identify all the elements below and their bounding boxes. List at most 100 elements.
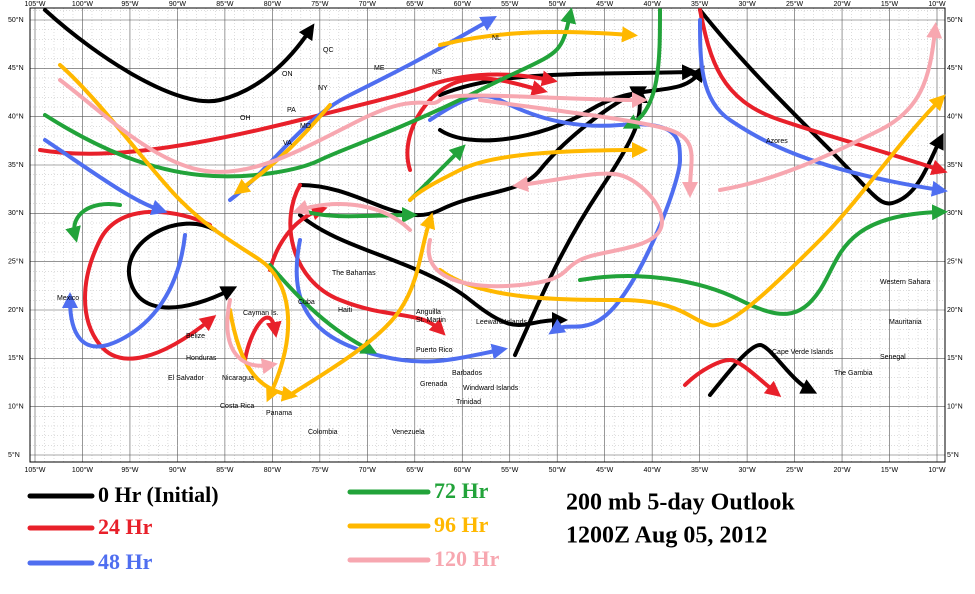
place-label: Costa Rica (220, 403, 254, 410)
lon-label-top: 70°W (359, 0, 377, 8)
lon-label-top: 75°W (311, 0, 329, 8)
lat-label-left: 40°N (8, 113, 24, 121)
lon-label-bottom: 90°W (169, 466, 187, 474)
place-label: Cuba (298, 299, 315, 306)
lat-label-right: 20°N (947, 306, 963, 314)
lon-label-bottom: 25°W (786, 466, 804, 474)
place-label: Leeward Islands (476, 319, 527, 326)
place-label: Honduras (186, 355, 217, 362)
lat-label-right: 25°N (947, 258, 963, 266)
lon-label-top: 20°W (833, 0, 851, 8)
lon-label-top: 35°W (691, 0, 709, 8)
place-label: ON (282, 71, 293, 78)
lon-label-bottom: 50°W (549, 466, 567, 474)
legend-label: 120 Hr (434, 546, 500, 571)
legend-label: 24 Hr (98, 514, 153, 539)
lon-label-bottom: 45°W (596, 466, 614, 474)
lat-label-right: 5°N (947, 451, 959, 459)
lon-label-top: 50°W (549, 0, 567, 8)
place-label: ME (374, 65, 385, 72)
lat-label-right: 50°N (947, 16, 963, 24)
place-label: Barbados (452, 370, 482, 377)
legend: 0 Hr (Initial) 24 Hr 48 Hr 72 Hr 96 Hr 120 Hr (27, 478, 500, 574)
place-label: Cape Verde Islands (772, 349, 834, 356)
lon-label-bottom: 30°W (739, 466, 757, 474)
lon-label-bottom: 15°W (881, 466, 899, 474)
lon-label-bottom: 10°W (928, 466, 946, 474)
legend-label: 0 Hr (Initial) (98, 482, 219, 507)
lat-label-left: 30°N (8, 209, 24, 217)
lon-label-bottom: 85°W (216, 466, 234, 474)
streamlines-0hr (43, 8, 944, 397)
lat-label-right: 45°N (947, 64, 963, 72)
lat-label-right: 30°N (947, 209, 963, 217)
streamlines (38, 7, 948, 403)
lon-label-top: 100°W (72, 0, 93, 8)
lat-label-left: 25°N (8, 258, 24, 266)
place-label: Grenada (420, 381, 447, 388)
lon-label-top: 25°W (786, 0, 804, 8)
lon-label-top: 85°W (216, 0, 234, 8)
legend-label: 48 Hr (98, 549, 153, 574)
lon-label-top: 65°W (406, 0, 424, 8)
title: 200 mb 5-day Outlook (566, 490, 795, 516)
lat-label-left: 15°N (8, 354, 24, 362)
lon-label-bottom: 40°W (644, 466, 662, 474)
lon-label-top: 10°W (928, 0, 946, 8)
place-label: Azores (766, 138, 788, 145)
lon-label-top: 90°W (169, 0, 187, 8)
lon-label-top: 105°W (24, 0, 45, 8)
place-label: Western Sahara (880, 279, 931, 286)
place-label: Mexico (57, 295, 79, 302)
lon-label-top: 45°W (596, 0, 614, 8)
place-label: Senegal (880, 354, 906, 361)
place-label: PA (287, 107, 296, 114)
place-label: Belize (186, 333, 205, 340)
lon-label-top: 80°W (264, 0, 282, 8)
place-label: Anguilla (416, 309, 441, 316)
place-label: NS (432, 69, 442, 76)
legend-label: 96 Hr (434, 512, 489, 537)
place-label: Mauritania (889, 319, 922, 326)
lon-label-bottom: 80°W (264, 466, 282, 474)
place-label: NY (318, 85, 328, 92)
place-label: Cayman Is. (243, 310, 278, 317)
place-label: Panama (266, 410, 292, 417)
lon-label-bottom: 105°W (24, 466, 45, 474)
place-labels: QC ON NY PA OH VA MD ME NS NL Azores Mexico Belize Ho… (57, 35, 931, 436)
lat-label-left: 35°N (8, 161, 24, 169)
lat-label-right: 15°N (947, 354, 963, 362)
lat-label-left: 10°N (8, 403, 24, 411)
place-label: Venezuela (392, 429, 425, 436)
place-label: VA (283, 140, 292, 147)
streamlines-120hr (58, 22, 943, 375)
lon-label-top: 15°W (881, 0, 899, 8)
lon-label-bottom: 70°W (359, 466, 377, 474)
lat-label-right: 40°N (947, 113, 963, 121)
place-label: The Gambia (834, 370, 873, 377)
map-frame (29, 7, 946, 463)
lon-label-bottom: 35°W (691, 466, 709, 474)
lon-label-bottom: 75°W (311, 466, 329, 474)
lon-label-bottom: 60°W (454, 466, 472, 474)
place-label: MD (300, 123, 311, 130)
lon-label-bottom: 20°W (833, 466, 851, 474)
lon-label-bottom: 95°W (121, 466, 139, 474)
legend-label: 72 Hr (434, 478, 489, 503)
place-label: Trinidad (456, 399, 481, 406)
tick-labels: 105°W 105°W 100°W 100°W 95°W 95°W 90°W 90°W 85°W… (8, 0, 963, 474)
lat-label-right: 35°N (947, 161, 963, 169)
lon-label-top: 55°W (501, 0, 519, 8)
lon-label-bottom: 65°W (406, 466, 424, 474)
place-label: NL (492, 35, 501, 42)
lon-label-top: 30°W (739, 0, 757, 8)
lon-label-bottom: 55°W (501, 466, 519, 474)
place-label: El Salvador (168, 375, 204, 382)
place-label: Nicaragua (222, 375, 254, 382)
place-label: QC (323, 47, 334, 54)
lat-label-left: 50°N (8, 16, 24, 24)
lat-label-left: 5°N (8, 451, 20, 459)
place-label: OH (240, 115, 251, 122)
lon-label-top: 95°W (121, 0, 139, 8)
